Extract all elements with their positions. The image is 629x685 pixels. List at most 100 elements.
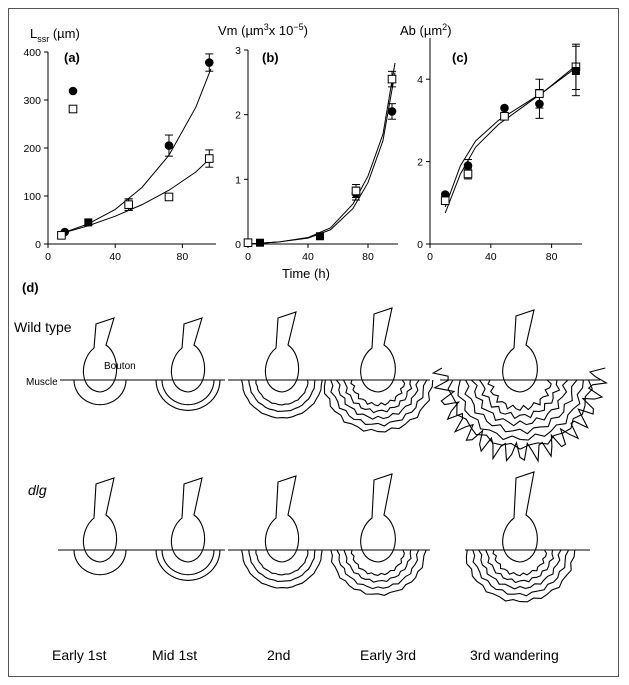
subsynaptic-reticulum-fold	[343, 379, 413, 414]
y-tick-label-a: 200	[23, 143, 41, 155]
x-tick-label-b: 0	[245, 251, 251, 263]
subsynaptic-reticulum-fold	[155, 549, 221, 581]
subsynaptic-reticulum-fold	[241, 379, 323, 419]
legend-marker-open-square	[68, 104, 78, 114]
subsynaptic-reticulum-fold	[336, 549, 420, 590]
y-tick-label-a: 300	[23, 95, 41, 107]
data-point-open-square-a	[204, 154, 214, 163]
x-tick-label-b: 80	[362, 251, 374, 263]
fit-curve-b	[247, 62, 396, 245]
stage-label-mid-1st: Mid 1st	[152, 647, 197, 663]
chart-a: Lssr (µm) (a) 0 100 200 300 400 0 40 80	[23, 26, 216, 263]
subsynaptic-reticulum-fold	[248, 379, 316, 412]
panel-label-d: (d)	[22, 280, 39, 295]
data-point-open-square-b	[243, 238, 253, 248]
subsynaptic-reticulum-fold	[492, 549, 548, 577]
data-point-open-square-b	[351, 186, 361, 196]
data-point-open-square-b	[387, 74, 397, 84]
bouton-terminal	[360, 473, 396, 563]
panel-label-b: (b)	[262, 50, 279, 65]
subsynaptic-reticulum-fold	[343, 549, 412, 583]
data-point-circle-b	[387, 107, 397, 116]
data-point-circle-a	[164, 141, 174, 150]
fit-curve-c	[444, 66, 575, 214]
subsynaptic-reticulum-fold	[330, 549, 427, 596]
stage-label-early-3rd: Early 3rd	[360, 647, 416, 663]
subsynaptic-reticulum-fold	[155, 379, 221, 411]
bouton-terminal	[264, 311, 300, 393]
y-tick-label-b: 1	[235, 174, 241, 186]
row-label-dlg: dlg	[28, 482, 47, 498]
row-label-wild-type: Wild type	[14, 319, 72, 335]
subsynaptic-reticulum-fold	[73, 379, 127, 406]
bouton-terminal	[82, 317, 118, 393]
ylabel-c: Ab (µm2)	[400, 22, 452, 38]
bouton-terminal	[360, 307, 396, 393]
subsynaptic-reticulum-fold	[350, 379, 406, 407]
y-tick-label-c: 0	[417, 239, 423, 251]
fit-curve-b	[247, 72, 396, 245]
data-point-open-square-a	[124, 200, 133, 209]
y-tick-label-b: 3	[235, 45, 241, 57]
data-point-open-square-a	[164, 192, 174, 202]
synapse-drawings	[58, 307, 608, 603]
bouton-terminal	[170, 477, 206, 563]
subsynaptic-reticulum-fold	[457, 379, 584, 441]
data-point-open-square-c	[463, 169, 473, 179]
stage-label-2nd: 2nd	[267, 647, 290, 663]
bouton-terminal	[170, 317, 206, 393]
data-point-filled-square-b	[256, 238, 264, 247]
y-tick-label-a: 400	[23, 47, 41, 59]
subsynaptic-reticulum-fold	[161, 379, 215, 406]
bouton-terminal	[502, 471, 538, 563]
data-point-open-square-c	[535, 89, 544, 98]
stage-label-3rd-wandering: 3rd wandering	[470, 647, 559, 663]
subsynaptic-reticulum-fold	[161, 549, 215, 576]
x-tick-label-c: 40	[485, 251, 497, 263]
data-point-filled-square-c	[571, 66, 580, 75]
y-tick-label-b: 0	[235, 239, 241, 251]
subsynaptic-reticulum-fold	[464, 379, 578, 435]
y-tick-label-c: 4	[417, 74, 423, 86]
subsynaptic-reticulum-fold	[255, 379, 309, 406]
panel-label-a: (a)	[64, 50, 80, 65]
x-tick-label-c: 80	[546, 251, 558, 263]
subsynaptic-reticulum-fold	[248, 549, 316, 582]
subsynaptic-reticulum-fold	[479, 379, 561, 420]
x-tick-label-a: 40	[109, 251, 121, 263]
x-tick-label-a: 80	[177, 251, 189, 263]
subsynaptic-reticulum-fold	[472, 549, 570, 597]
data-point-filled-square-a	[84, 218, 93, 227]
diagram-d: (d) Wild type dlg Muscle Bouton Early 1s…	[14, 280, 608, 663]
y-tick-label-a: 0	[35, 239, 41, 251]
data-point-open-square-a	[57, 231, 66, 240]
subsynaptic-reticulum-fold	[241, 549, 323, 589]
subsynaptic-reticulum-mass	[431, 367, 608, 463]
subsynaptic-reticulum-fold	[255, 549, 309, 576]
legend-marker-circle	[68, 86, 78, 96]
subsynaptic-reticulum-fold	[487, 379, 552, 411]
x-tick-label-a: 0	[45, 251, 51, 263]
data-point-circle-c	[500, 103, 509, 113]
subsynaptic-reticulum-fold	[447, 379, 593, 450]
data-point-circle-a	[204, 58, 214, 67]
bouton-terminal	[502, 309, 538, 393]
subsynaptic-reticulum-fold	[73, 549, 127, 576]
subsynaptic-reticulum-fold	[335, 379, 420, 420]
fit-curve-c	[444, 68, 575, 208]
ylabel-a: Lssr (µm)	[30, 26, 80, 44]
bouton-label: Bouton	[104, 361, 136, 372]
x-tick-label-c: 0	[427, 251, 433, 263]
bouton-terminal	[264, 475, 300, 563]
y-tick-label-c: 2	[417, 157, 423, 169]
bouton-terminal	[82, 477, 118, 563]
subsynaptic-reticulum-fold	[330, 379, 428, 427]
data-point-filled-square-b	[316, 232, 324, 241]
subsynaptic-reticulum-fold	[470, 379, 569, 427]
subsynaptic-reticulum-fold	[350, 549, 405, 576]
x-tick-label-b: 40	[302, 251, 314, 263]
ylabel-b: Vm (µm3x 10−5)	[218, 22, 308, 38]
y-tick-label-b: 2	[235, 110, 241, 122]
fit-curve-a	[61, 68, 212, 234]
